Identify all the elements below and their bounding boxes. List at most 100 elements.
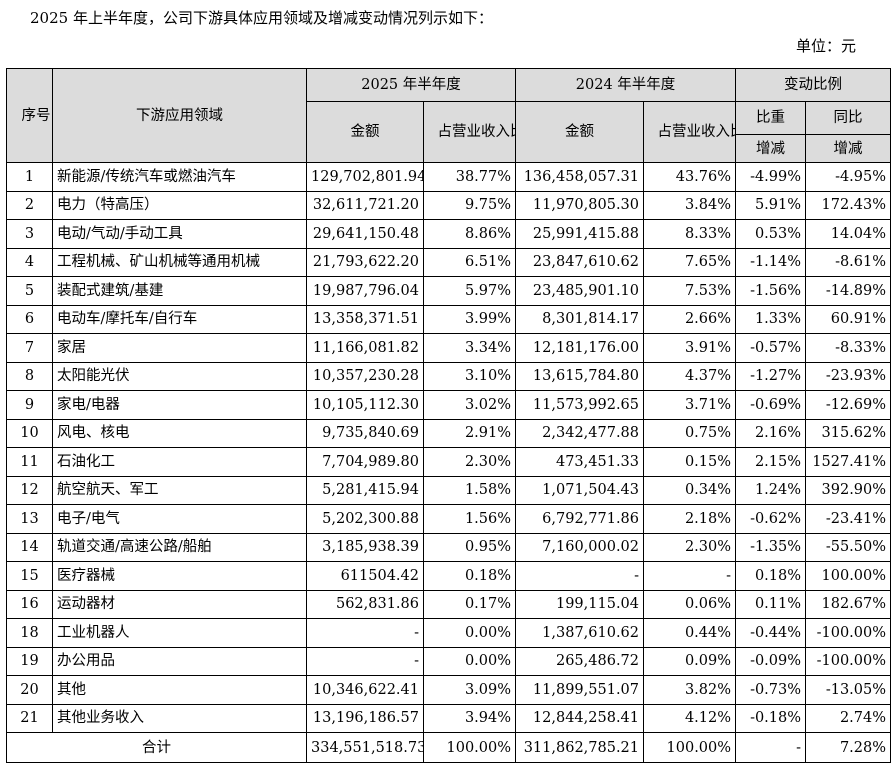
row-yoy-change: 315.62% <box>805 418 892 448</box>
row-field: 新能源/传统汽车或燃油汽车 <box>52 162 307 192</box>
row-share-change: -1.27% <box>735 361 807 391</box>
row-share-change: 0.18% <box>735 561 807 591</box>
row-yoy-change: 172.43% <box>805 190 892 220</box>
row-field: 家居 <box>52 333 307 363</box>
row-amount-2025: 5,281,415.94 <box>306 475 424 505</box>
row-share-change: -1.35% <box>735 532 807 562</box>
table-row: 21 其他业务收入 13,196,186.57 3.94% 12,844,258… <box>6 703 892 733</box>
row-share-change: -0.62% <box>735 504 807 534</box>
header-yoy: 同比 <box>805 101 892 135</box>
row-amount-2025: 7,704,989.80 <box>306 447 424 477</box>
row-amount-2024: 7,160,000.02 <box>515 532 645 562</box>
row-ratio-2025: 1.56% <box>422 504 517 534</box>
table-row: 8 太阳能光伏 10,357,230.28 3.10% 13,615,784.8… <box>6 361 892 391</box>
row-ratio-2025: 3.02% <box>422 390 517 420</box>
row-share-change: 1.33% <box>735 304 807 334</box>
total-label: 合计 <box>6 732 307 763</box>
row-amount-2025: 21,793,622.20 <box>306 247 424 277</box>
table-row: 15 医疗器械 611504.42 0.18% - - 0.18% 100.00… <box>6 561 892 591</box>
row-share-change: 1.24% <box>735 475 807 505</box>
table-row: 16 运动器材 562,831.86 0.17% 199,115.04 0.06… <box>6 589 892 619</box>
row-amount-2024: 2,342,477.88 <box>515 418 645 448</box>
row-share-change: 2.16% <box>735 418 807 448</box>
row-ratio-2024: 0.06% <box>643 589 737 619</box>
row-yoy-change: 182.67% <box>805 589 892 619</box>
total-ratio-2025: 100.00% <box>422 732 517 763</box>
row-no: 4 <box>6 247 53 277</box>
intro-text: 2025 年上半年度，公司下游具体应用领域及增减变动情况列示如下： <box>30 9 493 27</box>
table-row: 12 航空航天、军工 5,281,415.94 1.58% 1,071,504.… <box>6 475 892 505</box>
row-amount-2024: 1,071,504.43 <box>515 475 645 505</box>
row-field: 电子/电气 <box>52 504 307 534</box>
row-ratio-2024: 2.66% <box>643 304 737 334</box>
header-seq: 序号 <box>6 68 53 163</box>
header-change: 变动比例 <box>735 68 892 102</box>
row-ratio-2024: 4.37% <box>643 361 737 391</box>
table-row: 13 电子/电气 5,202,300.88 1.56% 6,792,771.86… <box>6 504 892 534</box>
table-row: 18 工业机器人 - 0.00% 1,387,610.62 0.44% -0.4… <box>6 618 892 648</box>
row-share-change: -0.18% <box>735 703 807 733</box>
row-amount-2024: 23,485,901.10 <box>515 276 645 306</box>
row-no: 16 <box>6 589 53 619</box>
row-ratio-2025: 2.91% <box>422 418 517 448</box>
row-yoy-change: -55.50% <box>805 532 892 562</box>
row-ratio-2024: 0.75% <box>643 418 737 448</box>
row-yoy-change: 2.74% <box>805 703 892 733</box>
row-ratio-2024: 7.65% <box>643 247 737 277</box>
row-ratio-2025: 3.10% <box>422 361 517 391</box>
row-yoy-change: -23.41% <box>805 504 892 534</box>
row-share-change: -1.56% <box>735 276 807 306</box>
row-ratio-2024: 8.33% <box>643 219 737 249</box>
row-field: 办公用品 <box>52 646 307 676</box>
row-ratio-2025: 8.86% <box>422 219 517 249</box>
row-share-change: -4.99% <box>735 162 807 192</box>
row-amount-2024: 8,301,814.17 <box>515 304 645 334</box>
table-row: 19 办公用品 - 0.00% 265,486.72 0.09% -0.09% … <box>6 646 892 676</box>
row-yoy-change: -23.93% <box>805 361 892 391</box>
row-no: 21 <box>6 703 53 733</box>
row-field: 航空航天、军工 <box>52 475 307 505</box>
row-amount-2024: 473,451.33 <box>515 447 645 477</box>
row-ratio-2024: 0.34% <box>643 475 737 505</box>
table-row: 7 家居 11,166,081.82 3.34% 12,181,176.00 3… <box>6 333 892 363</box>
header-amount-2025: 金额 <box>306 101 424 163</box>
table-row: 9 家电/电器 10,105,112.30 3.02% 11,573,992.6… <box>6 390 892 420</box>
row-amount-2024: 23,847,610.62 <box>515 247 645 277</box>
row-field: 装配式建筑/基建 <box>52 276 307 306</box>
row-amount-2025: 10,357,230.28 <box>306 361 424 391</box>
row-amount-2024: - <box>515 561 645 591</box>
row-ratio-2025: 3.09% <box>422 675 517 705</box>
row-ratio-2025: 38.77% <box>422 162 517 192</box>
row-ratio-2024: 2.30% <box>643 532 737 562</box>
table-row: 2 电力（特高压） 32,611,721.20 9.75% 11,970,805… <box>6 190 892 220</box>
row-amount-2025: 11,166,081.82 <box>306 333 424 363</box>
total-row: 合计 334,551,518.73 100.00% 311,862,785.21… <box>6 732 892 763</box>
row-ratio-2025: 0.95% <box>422 532 517 562</box>
row-field: 轨道交通/高速公路/船舶 <box>52 532 307 562</box>
header-share-incdec: 增减 <box>735 134 807 163</box>
header-2025: 2025 年半年度 <box>305 68 517 102</box>
header-yoy-incdec: 增减 <box>805 134 892 163</box>
row-ratio-2025: 2.30% <box>422 447 517 477</box>
row-no: 8 <box>6 361 53 391</box>
row-amount-2024: 25,991,415.88 <box>515 219 645 249</box>
row-field: 太阳能光伏 <box>52 361 307 391</box>
row-field: 其他 <box>52 675 307 705</box>
row-share-change: -0.57% <box>735 333 807 363</box>
row-no: 11 <box>6 447 53 477</box>
row-amount-2025: - <box>306 646 424 676</box>
row-yoy-change: -8.33% <box>805 333 892 363</box>
row-share-change: -1.14% <box>735 247 807 277</box>
downstream-application-table: 序号 下游应用领域 2025 年半年度 2024 年半年度 变动比例 金额 占营… <box>6 68 892 763</box>
row-field: 运动器材 <box>52 589 307 619</box>
row-amount-2025: 13,196,186.57 <box>306 703 424 733</box>
row-amount-2025: 10,346,622.41 <box>306 675 424 705</box>
row-yoy-change: 392.90% <box>805 475 892 505</box>
row-amount-2025: 5,202,300.88 <box>306 504 424 534</box>
row-amount-2024: 1,387,610.62 <box>515 618 645 648</box>
row-ratio-2024: 0.09% <box>643 646 737 676</box>
row-yoy-change: -100.00% <box>805 646 892 676</box>
row-no: 18 <box>6 618 53 648</box>
row-yoy-change: 100.00% <box>805 561 892 591</box>
table-row: 14 轨道交通/高速公路/船舶 3,185,938.39 0.95% 7,160… <box>6 532 892 562</box>
